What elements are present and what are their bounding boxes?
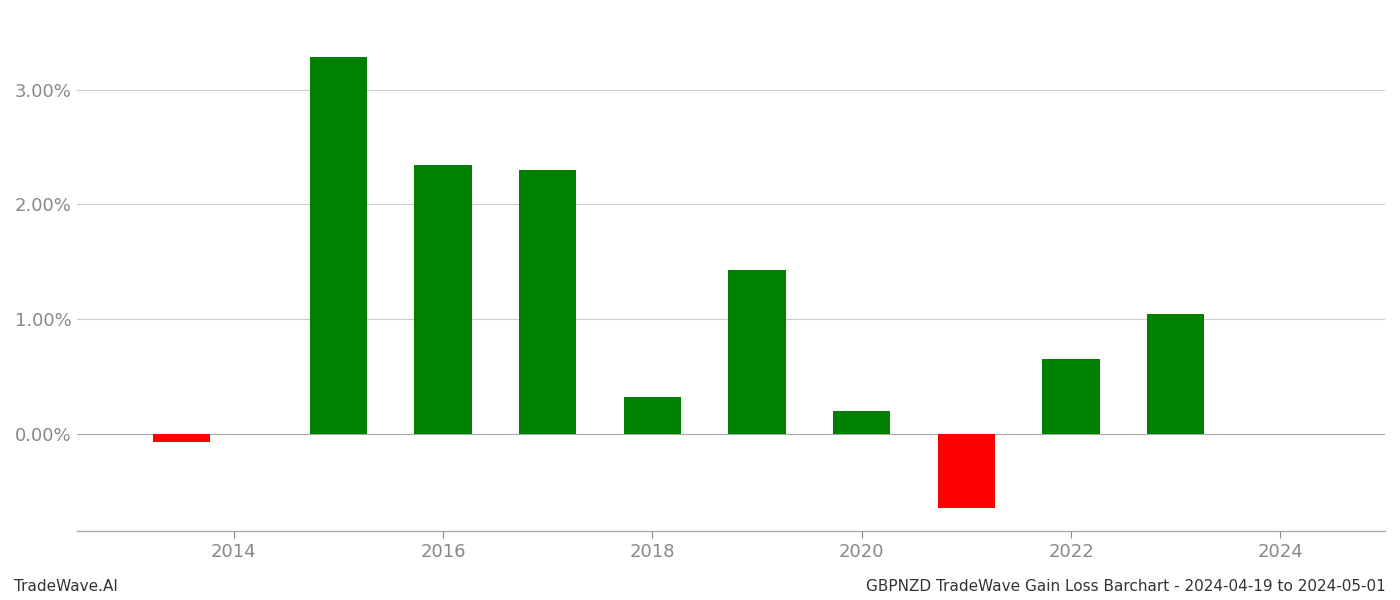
Bar — [1042, 359, 1100, 434]
Bar — [519, 170, 577, 434]
Bar — [833, 411, 890, 434]
Bar — [414, 165, 472, 434]
Bar — [728, 269, 785, 434]
Bar — [309, 58, 367, 434]
Bar — [1147, 314, 1204, 434]
Bar — [623, 397, 682, 434]
Bar — [153, 434, 210, 442]
Text: TradeWave.AI: TradeWave.AI — [14, 579, 118, 594]
Bar — [938, 434, 995, 508]
Text: GBPNZD TradeWave Gain Loss Barchart - 2024-04-19 to 2024-05-01: GBPNZD TradeWave Gain Loss Barchart - 20… — [867, 579, 1386, 594]
